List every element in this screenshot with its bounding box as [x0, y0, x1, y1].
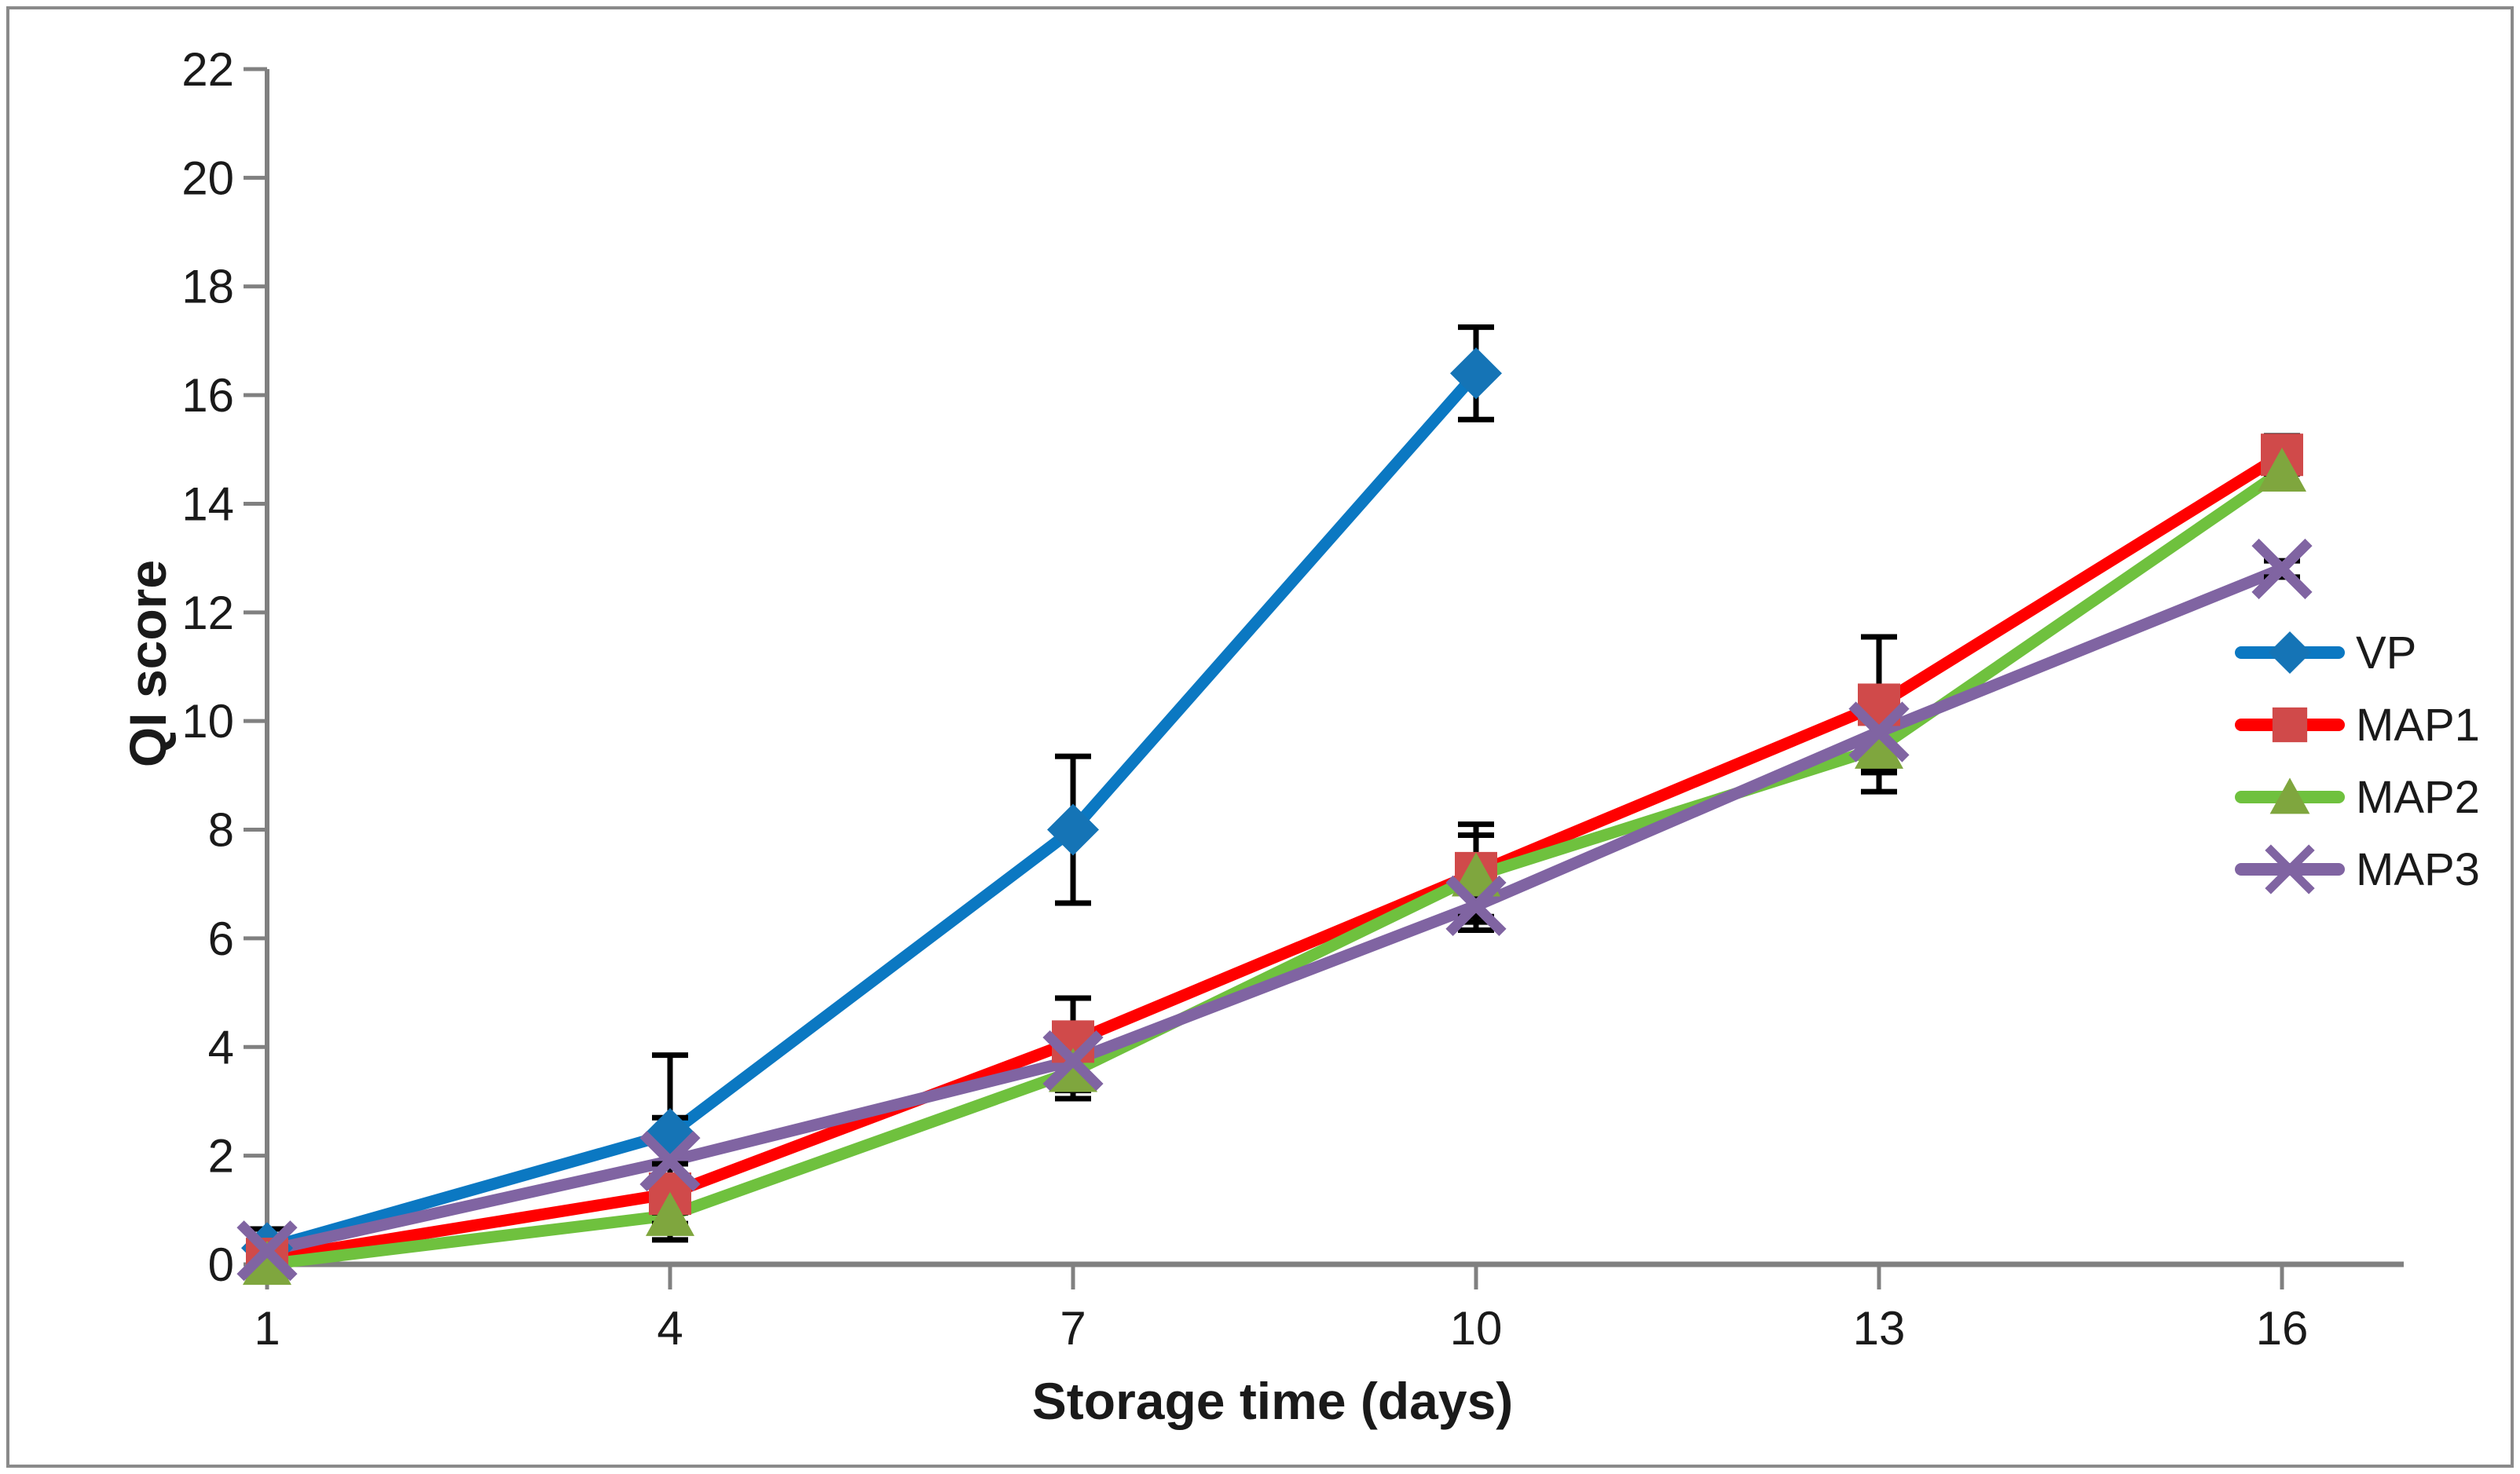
x-tick-label: 16 — [2256, 1302, 2309, 1355]
x-axis-title: Storage time (days) — [1031, 1372, 1514, 1430]
x-tick-label: 10 — [1450, 1302, 1503, 1355]
x-marker-stroke — [1445, 875, 1507, 936]
x-tick-label: 7 — [1060, 1302, 1086, 1355]
x-tick-label: 1 — [254, 1302, 280, 1355]
axes — [265, 69, 2404, 1267]
y-tick-label: 22 — [181, 43, 234, 96]
y-tick-label: 20 — [181, 152, 234, 204]
triangle-marker — [2269, 777, 2310, 814]
x-marker-stroke — [639, 1130, 701, 1192]
error-bars-MAP1 — [249, 433, 2300, 1270]
y-tick-label: 8 — [208, 804, 234, 857]
x-tick-label: 13 — [1853, 1302, 1906, 1355]
diamond-marker — [2268, 631, 2312, 675]
x-tick-label: 4 — [657, 1302, 683, 1355]
series-markers-MAP2 — [243, 447, 2306, 1286]
diamond-marker — [1047, 803, 1099, 856]
x-marker-stroke — [1848, 701, 1910, 763]
x-ticks: 1 4 7 10 13 16 — [254, 1264, 2308, 1355]
series-line-MAP2 — [261, 465, 2288, 1271]
y-axis-title: QI score — [119, 559, 177, 768]
y-tick-label: 4 — [208, 1021, 234, 1073]
series-line-VP — [261, 367, 1482, 1254]
square-marker — [2272, 707, 2308, 743]
error-bars-MAP2 — [249, 452, 2300, 1273]
y-tick-label: 14 — [181, 477, 234, 530]
y-tick-label: 6 — [208, 913, 234, 965]
legend-label-VP: VP — [2356, 627, 2416, 678]
y-tick-label: 16 — [181, 369, 234, 422]
legend-item-MAP1: MAP1 — [2235, 700, 2480, 751]
diamond-marker — [1450, 347, 1502, 400]
x-marker-stroke — [2251, 538, 2313, 600]
x-marker-stroke — [236, 1220, 298, 1282]
y-tick-label: 10 — [181, 695, 234, 748]
triangle-marker — [243, 1241, 291, 1286]
legend-label-MAP3: MAP3 — [2356, 844, 2480, 895]
series-markers-MAP1 — [246, 433, 2303, 1281]
y-tick-label: 0 — [208, 1238, 234, 1291]
legend-item-MAP2: MAP2 — [2235, 772, 2480, 823]
series-markers-MAP3 — [236, 538, 2313, 1282]
series-markers-VP — [241, 347, 1502, 1275]
y-ticks: 0 2 4 6 8 10 12 14 16 18 20 22 — [181, 43, 267, 1291]
triangle-marker — [2258, 447, 2306, 492]
x-marker-stroke — [2265, 844, 2315, 894]
legend-item-MAP3: MAP3 — [2235, 844, 2480, 895]
legend-label-MAP1: MAP1 — [2356, 700, 2480, 751]
legend: VP MAP1 MAP2 MAP3 — [2235, 627, 2480, 895]
series-line-MAP3 — [261, 562, 2288, 1257]
triangle-marker — [1452, 852, 1500, 897]
triangle-marker — [646, 1191, 694, 1236]
triangle-marker — [1049, 1048, 1097, 1092]
series-line-MAP1 — [261, 448, 2288, 1265]
y-tick-label: 18 — [181, 261, 234, 313]
error-bars-VP — [249, 324, 1494, 1270]
x-marker-stroke — [1042, 1030, 1104, 1092]
legend-item-VP: VP — [2235, 627, 2416, 678]
y-tick-label: 2 — [208, 1130, 234, 1183]
triangle-marker — [1855, 724, 1903, 769]
y-tick-label: 12 — [181, 587, 234, 639]
legend-label-MAP2: MAP2 — [2356, 772, 2480, 823]
